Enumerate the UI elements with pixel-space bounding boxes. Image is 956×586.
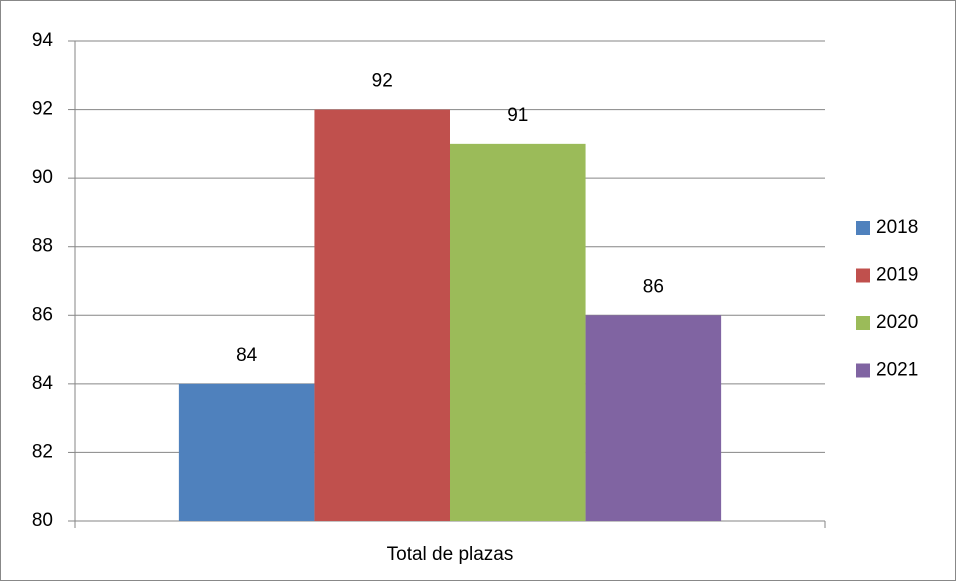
- bar: [585, 315, 722, 521]
- legend-label: 2021: [876, 360, 918, 381]
- bar: [178, 383, 315, 521]
- legend-label: 2018: [876, 217, 918, 238]
- data-label: 92: [372, 71, 393, 92]
- legend-swatch: [856, 268, 870, 283]
- legend-swatch: [856, 316, 870, 330]
- y-tick-label: 94: [32, 30, 54, 51]
- y-tick-label: 80: [32, 510, 53, 531]
- legend-label: 2020: [876, 312, 918, 333]
- y-tick-label: 84: [32, 373, 54, 394]
- y-tick-label: 88: [32, 236, 53, 257]
- data-label: 91: [507, 105, 528, 126]
- data-label: 86: [643, 276, 664, 297]
- bar: [450, 143, 586, 521]
- legend-swatch: [856, 363, 870, 378]
- y-tick-label: 82: [32, 441, 53, 462]
- y-tick-label: 90: [32, 167, 53, 188]
- y-tick-label: 92: [32, 99, 53, 120]
- y-tick-label: 86: [32, 304, 53, 325]
- data-label: 84: [236, 345, 258, 366]
- bar: [314, 109, 450, 522]
- legend-swatch: [856, 221, 870, 235]
- legend-label: 2019: [876, 265, 918, 286]
- x-tick-label: Total de plazas: [387, 544, 514, 565]
